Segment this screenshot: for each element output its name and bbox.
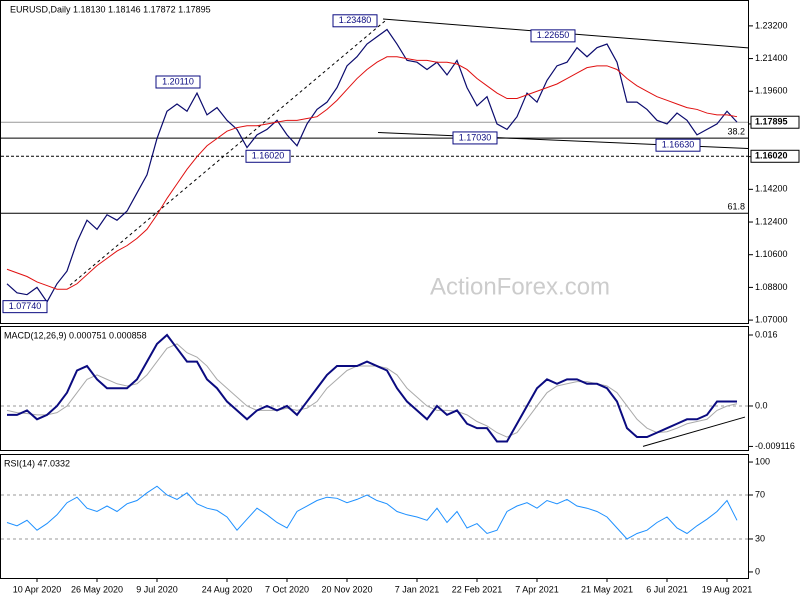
fib-label: 61.8 xyxy=(727,202,745,212)
price-box xyxy=(750,149,800,163)
y-tick-label: 1.08800 xyxy=(755,282,788,292)
rsi-frame xyxy=(0,454,749,579)
rsi-line xyxy=(6,485,738,540)
x-tick-label: 22 Feb 2021 xyxy=(452,584,503,594)
x-tick-label: 20 Nov 2020 xyxy=(321,584,372,594)
macd-trendline xyxy=(642,416,746,447)
annotation-label: 1.20110 xyxy=(162,76,194,86)
annotation-box xyxy=(2,300,48,314)
y-tick-label: 30 xyxy=(755,533,765,543)
annotation-label: 1.17030 xyxy=(459,132,492,142)
x-tick-label: 21 May 2021 xyxy=(581,584,633,594)
y-tick-label: 1.12400 xyxy=(755,216,788,226)
main-frame xyxy=(0,0,749,324)
annotation-box xyxy=(655,138,701,152)
x-tick-label: 6 Jul 2021 xyxy=(646,584,688,594)
x-tick-label: 19 Aug 2021 xyxy=(702,584,753,594)
trendline xyxy=(69,20,386,286)
rsi-title: RSI(14) 47.0332 xyxy=(4,458,70,468)
macd-signal xyxy=(6,343,738,438)
chart-title: EURUSD,Daily 1.18130 1.18146 1.17872 1.1… xyxy=(10,4,211,14)
y-tick-label: 1.19600 xyxy=(755,86,788,96)
annotation-label: 1.22650 xyxy=(537,30,570,40)
annotation-label: 1.16020 xyxy=(252,151,285,161)
macd-frame xyxy=(0,326,749,451)
y-tick-label: 70 xyxy=(755,489,765,499)
annotation-box xyxy=(332,14,378,28)
price-box xyxy=(750,115,800,129)
fib-label: 38.2 xyxy=(727,126,745,136)
y-tick-label: 1.23200 xyxy=(755,20,788,30)
annotation-label: 1.07740 xyxy=(9,301,42,311)
x-tick-label: 9 Jul 2020 xyxy=(136,584,178,594)
price-line xyxy=(6,28,738,304)
x-tick-label: 7 Apr 2021 xyxy=(515,584,559,594)
annotation-box xyxy=(530,29,576,43)
annotation-box xyxy=(245,149,291,163)
y-tick-label: 0 xyxy=(755,566,760,576)
y-tick-label: 100 xyxy=(755,456,770,466)
macd-title: MACD(12,26,9) 0.000751 0.000858 xyxy=(4,330,147,340)
price-line xyxy=(6,56,738,290)
price-box-label: 1.16020 xyxy=(755,151,788,161)
annotation-label: 1.23480 xyxy=(339,15,372,25)
y-tick-label: 1.21400 xyxy=(755,53,788,63)
y-tick-label: 0.0 xyxy=(755,400,768,410)
price-box-label: 1.17895 xyxy=(755,117,788,127)
annotation-box xyxy=(155,75,201,89)
x-tick-label: 7 Oct 2020 xyxy=(265,584,309,594)
annotation-label: 1.16630 xyxy=(662,140,695,150)
x-tick-label: 7 Jan 2021 xyxy=(395,584,440,594)
watermark: ActionForex.com xyxy=(430,273,610,300)
x-tick-label: 24 Aug 2020 xyxy=(202,584,253,594)
y-tick-label: -0.009116 xyxy=(755,441,795,451)
y-tick-label: 1.14200 xyxy=(755,184,788,194)
y-tick-label: 1.10600 xyxy=(755,249,788,259)
macd-line xyxy=(7,333,737,443)
x-tick-label: 26 May 2020 xyxy=(71,584,123,594)
x-tick-label: 10 Apr 2020 xyxy=(13,584,62,594)
y-tick-label: 1.07000 xyxy=(755,314,788,324)
annotation-box xyxy=(452,131,498,145)
y-tick-label: 0.016 xyxy=(755,329,778,339)
